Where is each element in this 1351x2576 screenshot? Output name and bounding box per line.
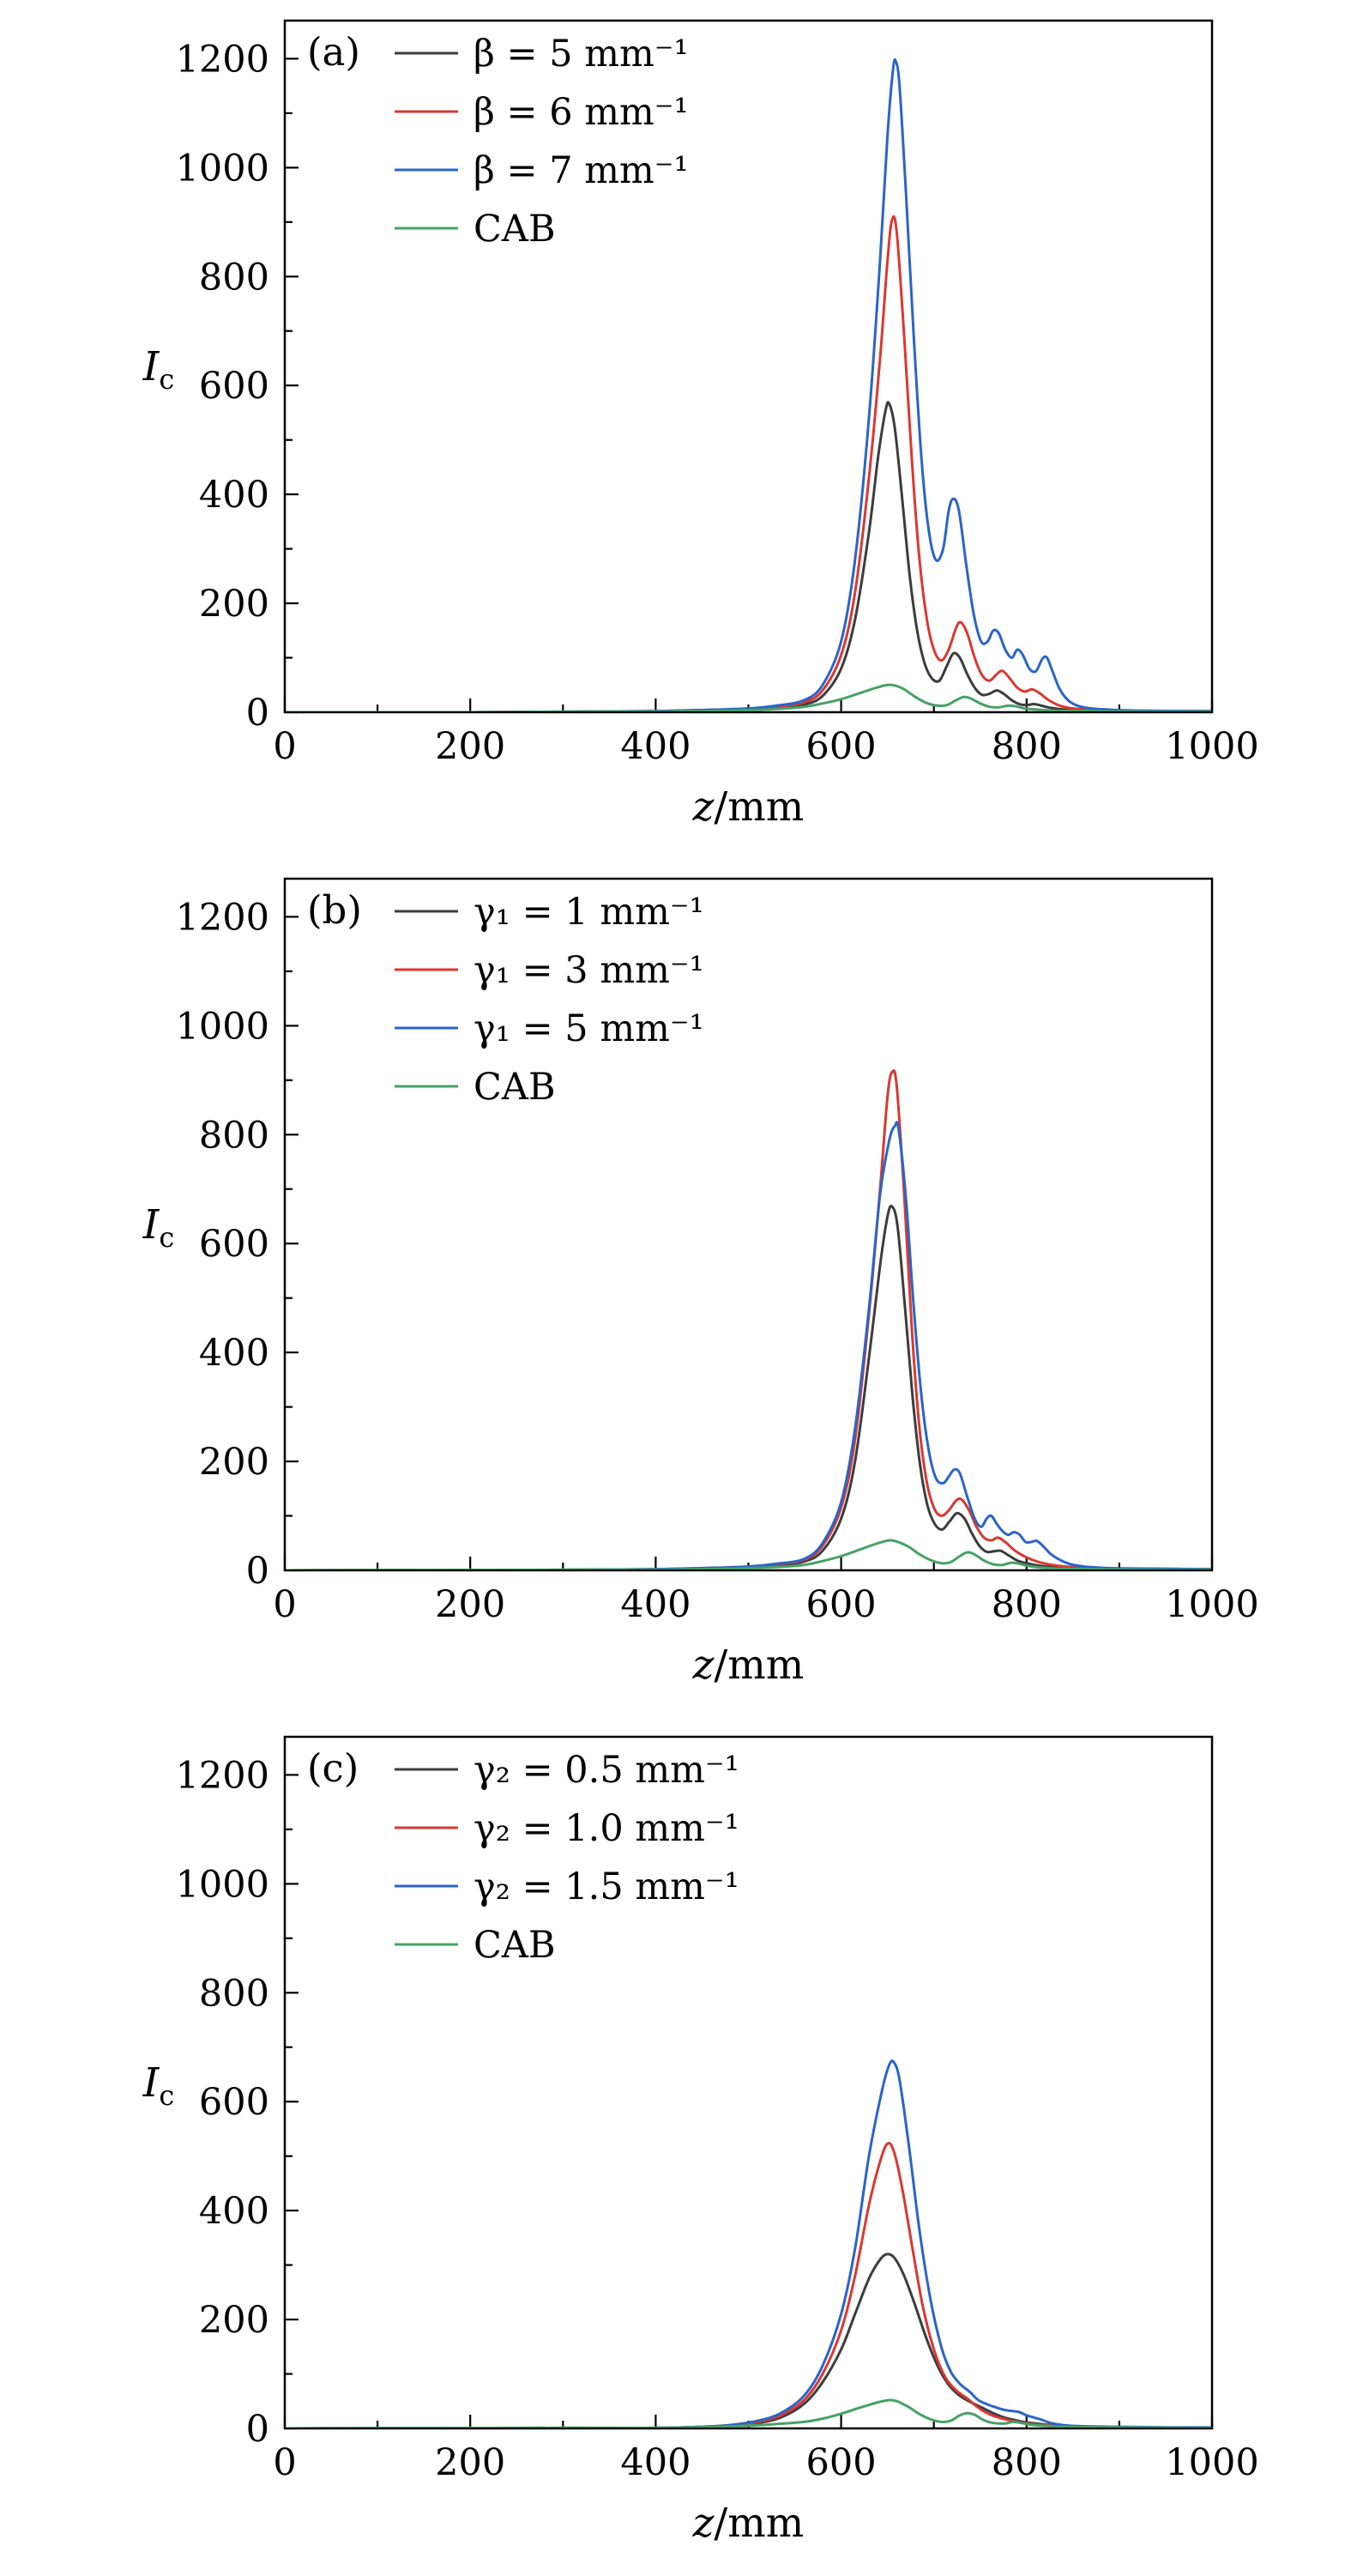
x-tick-label: 1000 <box>1165 1583 1258 1626</box>
tick-labels: 0 200 400 600 800 1000 0 200 400 600 800 1000 1200 <box>176 1754 1259 2484</box>
legend-label: β = 6 mm⁻¹ <box>473 91 689 134</box>
y-tick-label: 800 <box>199 256 269 299</box>
chart-panel-b: 0 200 400 600 800 1000 0 200 400 600 800 1000 1200 z/… <box>142 877 1259 1689</box>
y-tick-label: 1200 <box>176 1754 269 1797</box>
series-line <box>286 57 1211 711</box>
axis-ticks <box>283 57 1214 714</box>
x-tick-label: 200 <box>435 1583 505 1626</box>
y-tick-label: 200 <box>199 2299 269 2342</box>
y-tick-label: 0 <box>246 692 269 735</box>
plot-border <box>283 877 1214 1572</box>
x-axis-title: z/mm <box>692 2500 805 2547</box>
legend: γ₂ = 0.5 mm⁻¹ γ₂ = 1.0 mm⁻¹ γ₂ = 1.5 mm⁻¹ C… <box>395 1749 739 1967</box>
series-line <box>286 1121 1211 1569</box>
y-tick-label: 600 <box>199 1223 269 1266</box>
y-tick-label: 1200 <box>176 38 269 81</box>
series-line <box>286 401 1211 711</box>
series-line <box>286 683 1211 711</box>
series-line <box>286 215 1211 711</box>
series-group <box>286 2059 1211 2428</box>
panel-c: 0 200 400 600 800 1000 0 200 400 600 800 1000 1200 z/… <box>0 1716 1351 2574</box>
panel-label: (c) <box>307 1745 359 1791</box>
x-tick-label: 400 <box>620 1583 691 1626</box>
x-tick-label: 800 <box>992 725 1062 768</box>
y-tick-label: 1000 <box>176 1863 269 1906</box>
legend-label: CAB <box>473 1066 556 1109</box>
series-line <box>286 1069 1211 1569</box>
panel-label: (a) <box>307 29 360 75</box>
legend-label: γ₁ = 3 mm⁻¹ <box>473 949 704 992</box>
x-tick-label: 0 <box>273 1583 296 1626</box>
plot-border <box>283 19 1214 714</box>
legend-label: CAB <box>473 1924 556 1967</box>
x-tick-label: 600 <box>806 2441 877 2484</box>
axis-ticks <box>283 1774 1214 2430</box>
x-tick-label: 800 <box>992 1583 1062 1626</box>
panel-label: (b) <box>307 887 362 933</box>
legend-label: γ₂ = 1.0 mm⁻¹ <box>473 1807 739 1850</box>
x-tick-label: 1000 <box>1165 725 1258 768</box>
series-line <box>286 1204 1211 1569</box>
y-tick-label: 400 <box>199 474 269 517</box>
y-tick-label: 200 <box>199 583 269 626</box>
legend-label: γ₂ = 1.5 mm⁻¹ <box>473 1865 739 1908</box>
x-axis-title: z/mm <box>692 783 805 831</box>
y-axis-title: Ic <box>142 1201 175 1254</box>
x-tick-label: 0 <box>273 2441 296 2484</box>
y-tick-label: 0 <box>246 2408 269 2451</box>
x-tick-label: 400 <box>620 2441 691 2484</box>
x-tick-label: 600 <box>806 725 877 768</box>
legend: β = 5 mm⁻¹ β = 6 mm⁻¹ β = 7 mm⁻¹ CAB <box>395 33 689 251</box>
y-tick-label: 800 <box>199 1972 269 2015</box>
y-axis-title: Ic <box>142 2059 175 2112</box>
legend-label: β = 7 mm⁻¹ <box>473 149 689 192</box>
x-tick-label: 0 <box>273 725 296 768</box>
y-tick-label: 200 <box>199 1441 269 1484</box>
y-tick-label: 400 <box>199 2190 269 2233</box>
tick-labels: 0 200 400 600 800 1000 0 200 400 600 800 1000 1200 <box>176 38 1259 768</box>
series-group <box>286 1069 1211 1569</box>
legend-label: γ₁ = 1 mm⁻¹ <box>473 891 704 934</box>
legend-label: γ₂ = 0.5 mm⁻¹ <box>473 1749 739 1792</box>
series-line <box>286 2398 1211 2428</box>
chart-panel-a: 0 200 400 600 800 1000 0 200 400 600 800 1000 1200 z/… <box>142 19 1259 831</box>
plot-border <box>283 1735 1214 2430</box>
y-axis-title: Ic <box>142 343 175 396</box>
legend-label: β = 5 mm⁻¹ <box>473 33 689 76</box>
x-tick-label: 200 <box>435 2441 505 2484</box>
panel-a: 0 200 400 600 800 1000 0 200 400 600 800 1000 1200 z/… <box>0 0 1351 858</box>
x-tick-label: 400 <box>620 725 691 768</box>
y-tick-label: 1200 <box>176 896 269 939</box>
tick-labels: 0 200 400 600 800 1000 0 200 400 600 800 1000 1200 <box>176 896 1259 1626</box>
legend-label: CAB <box>473 208 556 251</box>
x-tick-label: 800 <box>992 2441 1062 2484</box>
y-tick-label: 600 <box>199 365 269 408</box>
legend-label: γ₁ = 5 mm⁻¹ <box>473 1007 704 1050</box>
series-group <box>286 57 1211 711</box>
y-tick-label: 1000 <box>176 147 269 190</box>
panel-b: 0 200 400 600 800 1000 0 200 400 600 800 1000 1200 z/… <box>0 858 1351 1716</box>
y-tick-label: 400 <box>199 1332 269 1375</box>
x-tick-label: 200 <box>435 725 505 768</box>
series-line <box>286 1539 1211 1569</box>
series-line <box>286 2059 1211 2428</box>
y-tick-label: 600 <box>199 2081 269 2124</box>
y-tick-label: 1000 <box>176 1005 269 1048</box>
series-line <box>286 2142 1211 2428</box>
y-tick-label: 800 <box>199 1114 269 1157</box>
x-tick-label: 600 <box>806 1583 877 1626</box>
x-tick-label: 1000 <box>1165 2441 1258 2484</box>
y-tick-label: 0 <box>246 1550 269 1593</box>
legend: γ₁ = 1 mm⁻¹ γ₁ = 3 mm⁻¹ γ₁ = 5 mm⁻¹ CAB <box>395 891 704 1109</box>
axis-ticks <box>283 916 1214 1572</box>
chart-panel-c: 0 200 400 600 800 1000 0 200 400 600 800 1000 1200 z/… <box>142 1735 1259 2547</box>
x-axis-title: z/mm <box>692 1642 805 1689</box>
series-line <box>286 2252 1211 2428</box>
